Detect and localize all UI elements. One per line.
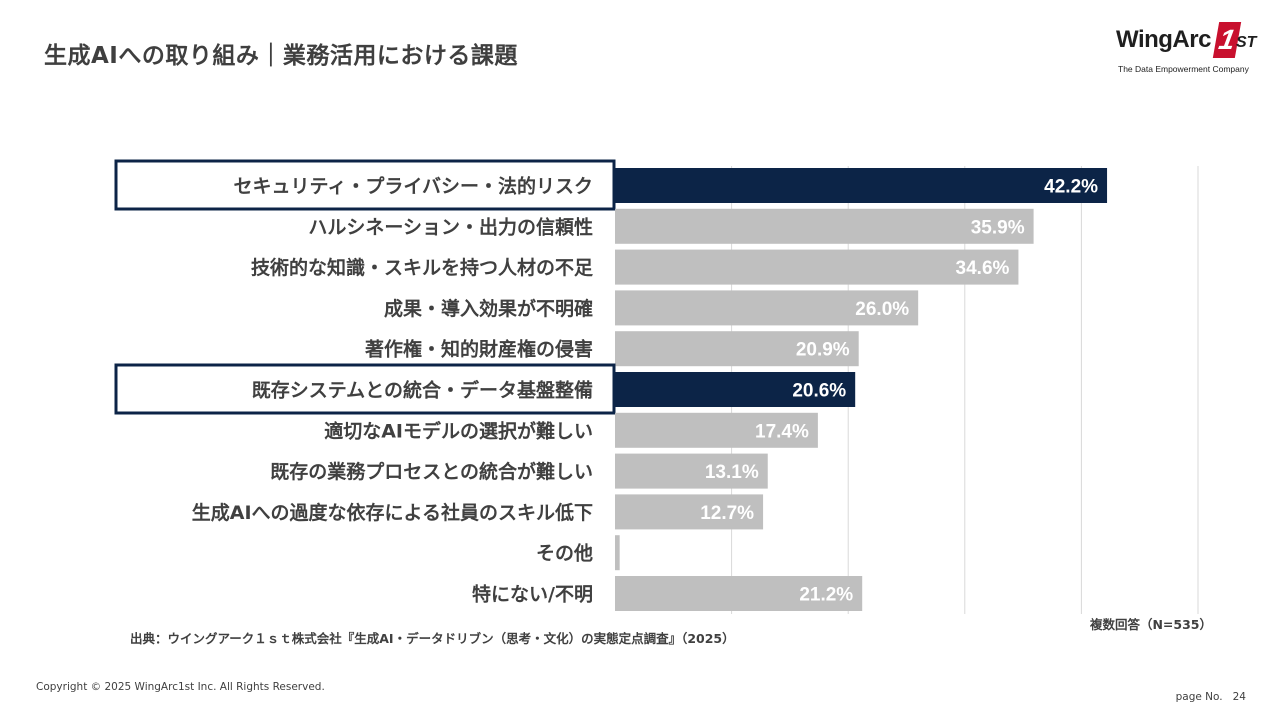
- data-label: 42.2%: [1044, 177, 1098, 198]
- copyright: Copyright © 2025 WingArc1st Inc. All Rig…: [36, 681, 325, 693]
- bar: [615, 290, 919, 326]
- category-label: 適切なAIモデルの選択が難しい: [324, 419, 593, 442]
- data-label: 20.9%: [796, 340, 850, 361]
- company-logo: WingArc 1 ST The Data Empowerment Compan…: [1112, 22, 1262, 78]
- bar: [615, 249, 1019, 285]
- bar: [615, 168, 1108, 203]
- bar: [615, 372, 856, 407]
- logo-wordmark: WingArc: [1116, 26, 1211, 53]
- highlight-frame: [114, 159, 616, 211]
- data-label: 20.6%: [792, 381, 846, 402]
- bar: [615, 535, 620, 571]
- category-label: 技術的な知識・スキルを持つ人材の不足: [251, 256, 594, 279]
- data-label: 13.1%: [705, 462, 759, 483]
- category-label: 既存システムとの統合・データ基盤整備: [252, 379, 593, 402]
- bar: [615, 412, 818, 448]
- page-number: page No. 24: [1176, 691, 1246, 703]
- data-label: 12.7%: [700, 503, 754, 524]
- data-label: 35.9%: [971, 217, 1025, 238]
- category-label: セキュリティ・プライバシー・法的リスク: [234, 175, 593, 198]
- source-citation: 出典：ウイングアーク１ｓｔ株式会社『生成AI・データドリブン（思考・文化）の実態…: [130, 631, 735, 646]
- page-number-label: page No.: [1175, 691, 1223, 703]
- data-label: 26.0%: [855, 299, 909, 320]
- category-label: 成果・導入効果が不明確: [384, 297, 593, 320]
- category-label: 特にない/不明: [472, 584, 593, 606]
- category-label: その他: [536, 542, 593, 565]
- highlight-frame: [114, 363, 616, 415]
- bar: [615, 453, 768, 489]
- logo-tagline: The Data Empowerment Company: [1118, 64, 1249, 74]
- data-label: 17.4%: [755, 421, 809, 442]
- category-label: 著作権・知的財産権の侵害: [365, 338, 593, 361]
- data-label: 34.6%: [956, 258, 1010, 279]
- bar: [615, 576, 863, 611]
- page-title: 生成AIへの取り組み｜業務活用における課題: [44, 43, 518, 69]
- logo-suffix: ST: [1236, 34, 1257, 51]
- bar: [615, 208, 1034, 244]
- category-label: ハルシネーション・出力の信頼性: [308, 215, 593, 238]
- bar: [615, 494, 764, 530]
- category-label: 既存の業務プロセスとの統合が難しい: [270, 460, 593, 483]
- page-number-value: 24: [1232, 691, 1246, 703]
- data-label: 21.2%: [799, 585, 853, 606]
- chart-note: 複数回答（N=535）: [1089, 617, 1212, 632]
- category-label: 生成AIへの過度な依存による社員のスキル低下: [192, 501, 593, 524]
- bar: [615, 331, 859, 367]
